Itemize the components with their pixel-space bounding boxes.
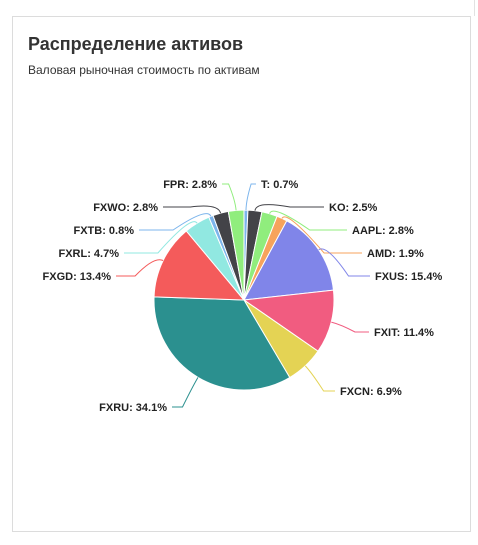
slice-label-fpr: FPR: 2.8% (163, 179, 217, 191)
pie-slice-fpr[interactable] (227, 209, 245, 301)
slice-label-fxit: FXIT: 11.4% (374, 327, 434, 339)
slice-label-fxcn: FXCN: 6.9% (340, 386, 402, 398)
connector-fxwo (163, 205, 222, 214)
slice-label-aapl: AAPL: 2.8% (352, 225, 414, 237)
slice-label-t: T: 0.7% (261, 179, 299, 191)
pie-slice-fxru[interactable] (153, 296, 291, 391)
connector-fxru (172, 377, 199, 408)
slice-label-fxru: FXRU: 34.1% (99, 402, 167, 414)
connector-fxtb (139, 213, 212, 231)
slice-label-fxgd: FXGD: 13.4% (43, 271, 112, 283)
chart-subtitle: Валовая рыночная стоимость по активам (28, 63, 260, 77)
slice-label-fxrl: FXRL: 4.7% (58, 248, 119, 260)
connector-fxrl (124, 221, 198, 254)
window-edge-line (474, 0, 475, 16)
connector-fxcn (304, 365, 335, 392)
connector-fxus (318, 248, 370, 277)
pie-slice-fxit[interactable] (242, 289, 335, 352)
connector-fpr (222, 183, 237, 211)
connector-amd (281, 216, 362, 254)
slice-label-fxus: FXUS: 15.4% (375, 271, 442, 283)
chart-title: Распределение активов (28, 34, 244, 54)
slice-label-amd: AMD: 1.9% (367, 248, 424, 260)
chart-card: Распределение активов Валовая рыночная с… (12, 16, 471, 532)
pie-slice-fxus[interactable] (243, 220, 335, 301)
connector-fxgd (116, 259, 164, 277)
slice-label-fxwo: FXWO: 2.8% (93, 202, 158, 214)
connector-t (245, 183, 256, 211)
pie-chart: T: 0.7% KO: 2.5% AAPL: 2.8% AMD: 1.9% FXUS: … (43, 179, 443, 414)
pie-slice-fxgd[interactable] (153, 230, 246, 301)
connector-ko (254, 204, 324, 211)
connector-aapl (269, 210, 347, 231)
slice-label-ko: KO: 2.5% (329, 202, 378, 214)
connector-fxit (331, 321, 369, 333)
slice-label-fxtb: FXTB: 0.8% (73, 225, 134, 237)
